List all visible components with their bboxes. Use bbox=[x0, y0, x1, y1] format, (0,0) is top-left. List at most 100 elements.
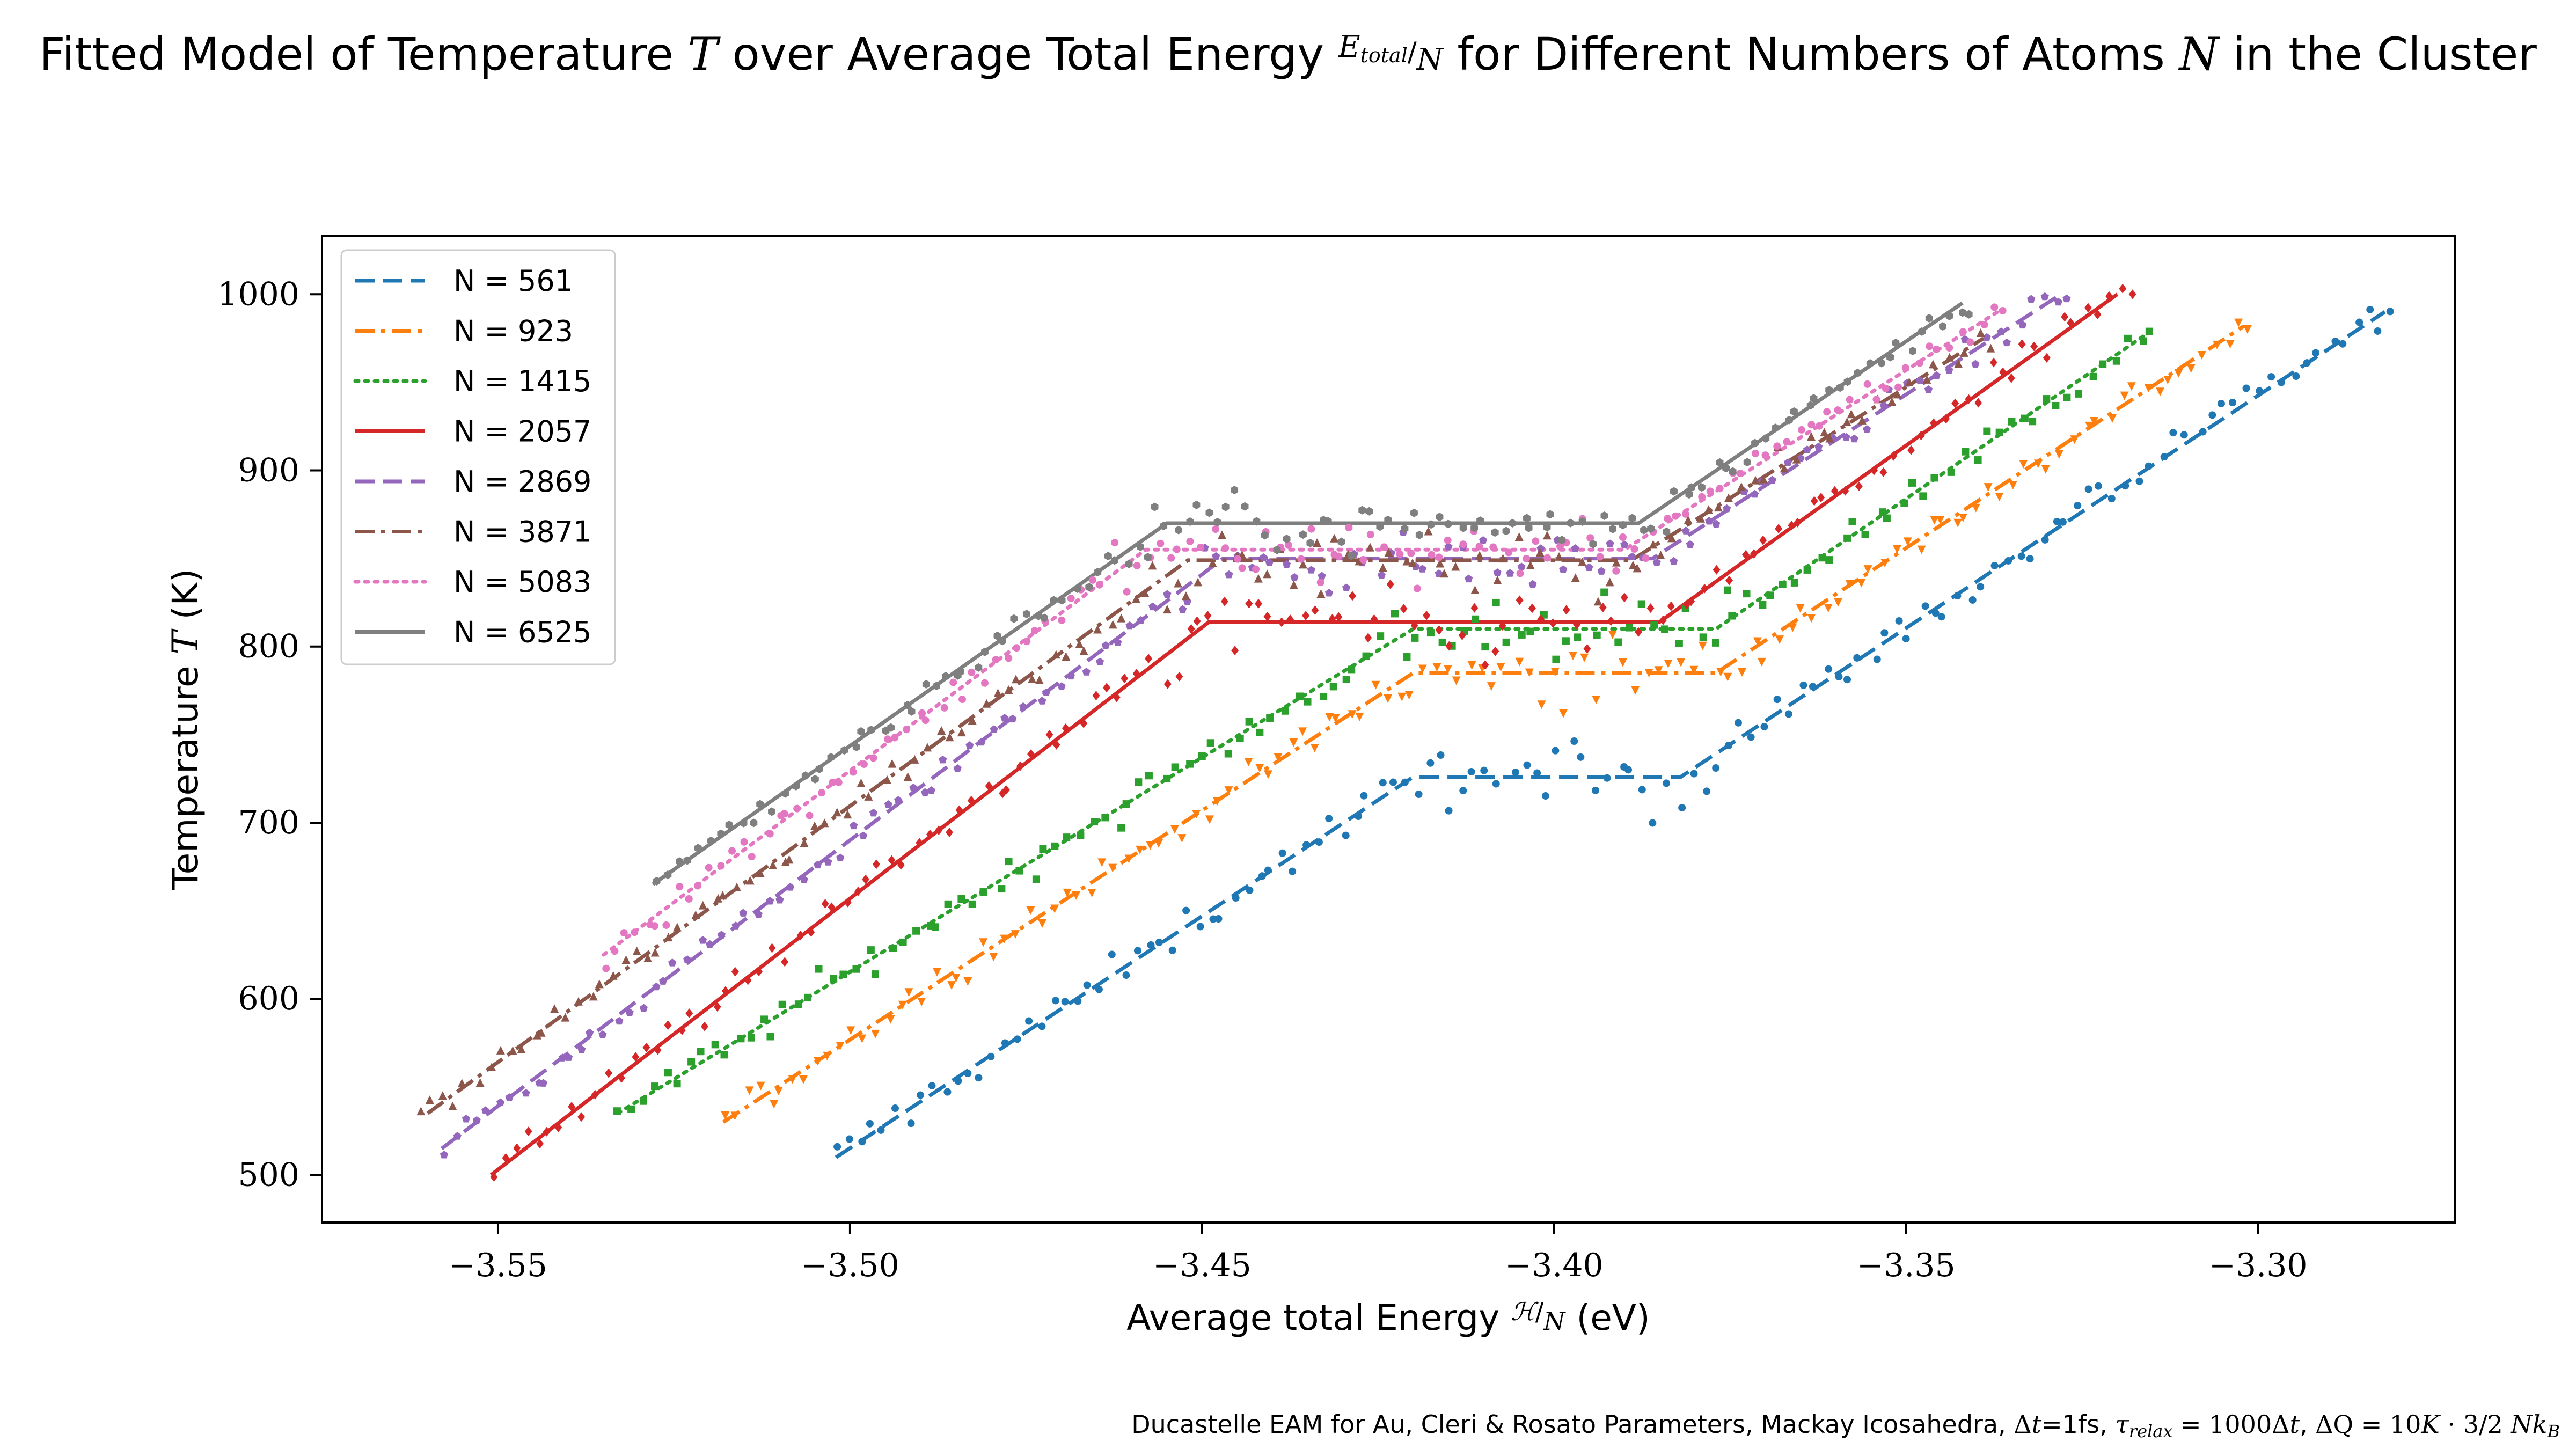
data-point bbox=[2119, 283, 2127, 294]
data-point bbox=[1917, 430, 1925, 441]
data-point bbox=[899, 938, 907, 946]
data-point bbox=[1722, 464, 1730, 473]
data-point bbox=[2226, 340, 2235, 349]
data-point bbox=[1177, 834, 1187, 843]
data-point bbox=[882, 775, 891, 784]
data-point bbox=[2355, 318, 2363, 326]
data-point bbox=[1546, 510, 1554, 519]
data-point bbox=[1148, 561, 1157, 570]
data-point bbox=[1117, 613, 1126, 623]
data-point bbox=[1796, 604, 1805, 613]
data-point bbox=[1728, 612, 1736, 620]
data-point bbox=[1121, 674, 1129, 684]
data-point bbox=[1320, 692, 1328, 700]
data-point bbox=[1281, 707, 1289, 715]
data-point bbox=[2303, 359, 2311, 367]
data-point bbox=[1995, 428, 2003, 436]
data-point bbox=[921, 788, 930, 796]
data-point bbox=[1528, 580, 1537, 588]
data-point bbox=[1661, 625, 1669, 633]
data-point bbox=[884, 800, 892, 808]
data-point bbox=[1965, 310, 1973, 319]
data-point bbox=[1628, 560, 1637, 569]
data-point bbox=[2213, 340, 2222, 349]
data-point bbox=[1525, 523, 1533, 532]
data-point bbox=[1605, 577, 1614, 587]
data-point bbox=[917, 1091, 925, 1099]
data-point bbox=[1574, 633, 1582, 641]
data-point bbox=[1725, 575, 1733, 586]
data-point bbox=[664, 1069, 672, 1077]
y-tick-label: 800 bbox=[238, 628, 299, 665]
data-point bbox=[1514, 532, 1524, 541]
data-point bbox=[1440, 569, 1449, 578]
data-point bbox=[1498, 621, 1506, 631]
data-point bbox=[472, 1116, 481, 1124]
data-point bbox=[1797, 426, 1805, 434]
data-point bbox=[854, 886, 862, 896]
data-point bbox=[1863, 380, 1871, 388]
data-point bbox=[1491, 646, 1499, 656]
data-point bbox=[1959, 308, 1966, 317]
data-point bbox=[907, 1119, 915, 1128]
data-point bbox=[1062, 723, 1070, 733]
data-point bbox=[1712, 519, 1721, 528]
data-point bbox=[1816, 422, 1824, 430]
fit-line bbox=[440, 292, 2062, 1150]
data-point bbox=[1517, 562, 1526, 570]
data-point bbox=[891, 1104, 899, 1113]
data-point bbox=[1034, 611, 1042, 620]
data-point bbox=[766, 830, 774, 838]
data-point bbox=[1496, 663, 1505, 672]
data-point bbox=[675, 857, 683, 866]
data-point bbox=[1146, 841, 1155, 850]
data-point bbox=[745, 1086, 754, 1095]
data-point bbox=[1256, 728, 1264, 736]
data-point bbox=[613, 1107, 621, 1115]
data-point bbox=[650, 922, 658, 930]
data-point bbox=[496, 1045, 505, 1055]
data-point bbox=[1424, 526, 1433, 536]
data-point bbox=[1391, 610, 1399, 618]
data-point bbox=[945, 733, 954, 742]
data-point bbox=[1713, 565, 1721, 575]
data-point bbox=[1930, 516, 1939, 525]
data-point bbox=[1753, 637, 1762, 646]
data-point bbox=[1083, 981, 1091, 989]
data-point bbox=[1075, 639, 1084, 648]
data-point bbox=[1847, 409, 1856, 419]
data-point bbox=[815, 965, 823, 973]
data-point bbox=[867, 946, 875, 954]
data-point bbox=[721, 1111, 730, 1121]
data-point bbox=[1162, 605, 1172, 614]
data-point bbox=[1402, 557, 1411, 566]
data-point bbox=[1194, 577, 1203, 587]
data-point bbox=[1011, 930, 1020, 939]
data-point bbox=[1656, 550, 1665, 559]
data-point bbox=[1647, 524, 1655, 533]
data-point bbox=[904, 700, 912, 709]
data-point bbox=[756, 800, 764, 809]
data-point bbox=[1212, 797, 1221, 806]
data-point bbox=[2163, 376, 2172, 385]
data-point bbox=[1196, 923, 1204, 931]
data-point bbox=[770, 1100, 779, 1109]
data-point bbox=[2018, 339, 2026, 349]
data-point bbox=[650, 948, 660, 957]
data-point bbox=[1716, 458, 1724, 467]
data-point bbox=[617, 1073, 625, 1083]
data-point bbox=[1379, 779, 1387, 787]
data-point bbox=[1743, 458, 1751, 467]
data-point bbox=[1265, 558, 1274, 566]
data-point bbox=[1697, 483, 1706, 492]
data-point bbox=[833, 1143, 841, 1151]
data-point bbox=[835, 778, 843, 786]
data-point bbox=[1087, 889, 1096, 898]
data-point bbox=[1536, 544, 1545, 552]
data-point bbox=[2145, 462, 2153, 470]
data-point bbox=[828, 902, 836, 912]
data-point bbox=[2070, 435, 2079, 444]
data-point bbox=[1650, 621, 1658, 629]
series-points bbox=[613, 327, 2153, 1115]
data-point bbox=[691, 910, 700, 919]
